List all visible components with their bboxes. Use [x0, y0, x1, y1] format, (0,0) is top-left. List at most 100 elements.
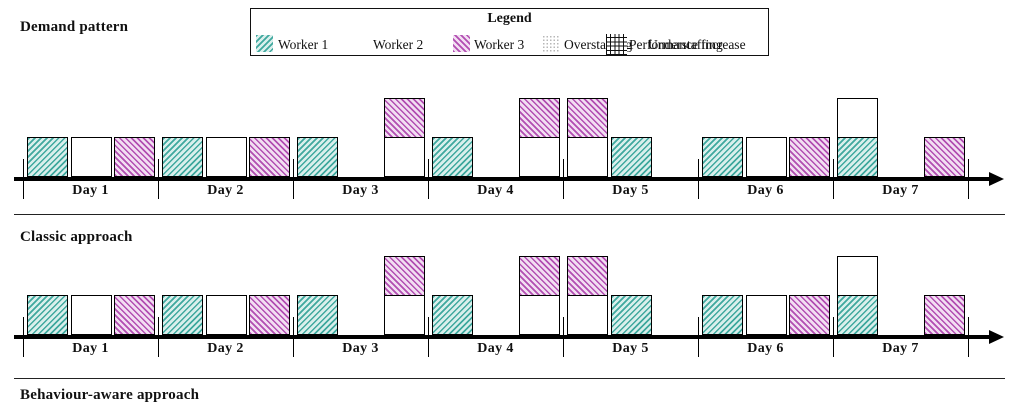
day-boundary-tick	[293, 317, 295, 357]
bar-segment-worker3	[924, 137, 965, 177]
bar-segment-worker2	[519, 137, 560, 177]
bar-segment-worker3	[789, 295, 830, 335]
day-boundary-tick	[563, 317, 565, 357]
bar-segment-worker3	[114, 295, 155, 335]
bar-segment-worker1	[837, 295, 878, 335]
day-label: Day 6	[747, 341, 784, 356]
bar-segment-worker3	[567, 256, 608, 296]
worker-1-swatch-icon	[256, 35, 273, 52]
time-axis-demand-pattern	[14, 177, 991, 181]
bar-segment-worker2	[384, 295, 425, 335]
bar-segment-worker1	[837, 137, 878, 177]
performance-increase-swatch-icon	[606, 34, 627, 55]
schedule-bar-classic-approach	[27, 295, 68, 335]
bar-segment-worker1	[432, 137, 473, 177]
bar-segment-worker2	[70, 137, 112, 177]
bar-segment-worker2	[567, 295, 608, 335]
legend-label-performance-increase: Performance increase	[629, 37, 746, 52]
bar-segment-worker1	[162, 137, 203, 177]
day-label: Day 4	[477, 183, 514, 198]
day-boundary-tick	[563, 159, 565, 199]
bar-segment-worker3	[114, 137, 155, 177]
schedule-bar-demand-pattern	[432, 137, 473, 177]
day-boundary-tick	[428, 159, 430, 199]
day-label: Day 1	[72, 341, 109, 356]
day-boundary-tick	[833, 159, 835, 199]
section-divider	[14, 214, 1005, 215]
day-label: Day 3	[342, 341, 379, 356]
schedule-bar-classic-approach	[789, 295, 830, 335]
axis-arrowhead-icon	[989, 172, 1004, 186]
bar-segment-worker3	[519, 256, 560, 296]
day-label: Day 4	[477, 341, 514, 356]
bar-segment-worker3	[249, 137, 290, 177]
schedule-bar-demand-pattern	[519, 98, 560, 177]
bar-segment-worker2	[70, 295, 112, 335]
bar-segment-worker1	[610, 295, 652, 335]
day-label: Day 7	[882, 341, 919, 356]
day-boundary-tick	[968, 317, 970, 357]
bar-segment-worker1	[702, 295, 743, 335]
day-boundary-tick	[698, 317, 700, 357]
schedule-bar-classic-approach	[249, 295, 290, 335]
legend-label-worker-2: Worker 2	[373, 37, 424, 52]
day-boundary-tick	[158, 317, 160, 357]
bar-segment-worker2	[519, 295, 560, 335]
bar-segment-worker3	[384, 98, 425, 138]
schedule-bar-classic-approach	[162, 295, 203, 335]
bar-segment-worker2	[205, 137, 247, 177]
schedule-bar-demand-pattern	[745, 137, 787, 177]
bar-segment-worker2	[745, 295, 787, 335]
worker-3-swatch-icon	[453, 35, 470, 52]
day-boundary-tick	[698, 159, 700, 199]
bar-segment-worker2	[205, 295, 247, 335]
bar-segment-worker1	[27, 295, 68, 335]
bar-segment-worker2	[745, 137, 787, 177]
schedule-bar-demand-pattern	[249, 137, 290, 177]
bar-segment-worker2	[567, 137, 608, 177]
bar-segment-worker3	[924, 295, 965, 335]
schedule-bar-classic-approach	[114, 295, 155, 335]
day-boundary-tick	[833, 317, 835, 357]
day-label: Day 5	[612, 341, 649, 356]
schedule-bar-demand-pattern	[702, 137, 743, 177]
bar-segment-worker2	[837, 98, 878, 138]
day-label: Day 1	[72, 183, 109, 198]
bar-segment-worker1	[610, 137, 652, 177]
schedule-bar-demand-pattern	[162, 137, 203, 177]
day-label: Day 5	[612, 183, 649, 198]
schedule-bar-demand-pattern	[789, 137, 830, 177]
section-divider	[14, 378, 1005, 379]
legend-title: Legend	[487, 11, 532, 26]
legend-label-worker-1: Worker 1	[278, 37, 329, 52]
day-label: Day 2	[207, 341, 244, 356]
bar-segment-worker1	[27, 137, 68, 177]
bar-segment-worker3	[519, 98, 560, 138]
section-title-demand-pattern: Demand pattern	[20, 19, 129, 35]
day-boundary-tick	[23, 159, 25, 199]
bar-segment-worker1	[162, 295, 203, 335]
day-label: Day 2	[207, 183, 244, 198]
section-title-behaviour-aware-approach: Behaviour-aware approach	[20, 387, 200, 403]
axis-arrowhead-icon	[989, 330, 1004, 344]
legend-label-understaffing: Understaffing	[648, 37, 723, 52]
schedule-bar-demand-pattern	[384, 98, 425, 177]
schedule-bar-demand-pattern	[837, 98, 878, 177]
day-boundary-tick	[23, 317, 25, 357]
schedule-bar-classic-approach	[384, 256, 425, 335]
schedule-bar-demand-pattern	[205, 137, 247, 177]
schedule-bar-demand-pattern	[27, 137, 68, 177]
day-boundary-tick	[293, 159, 295, 199]
schedule-bar-classic-approach	[567, 256, 608, 335]
bar-segment-worker2	[837, 256, 878, 296]
schedule-bar-demand-pattern	[297, 137, 338, 177]
day-boundary-tick	[968, 159, 970, 199]
schedule-bar-classic-approach	[70, 295, 112, 335]
day-boundary-tick	[428, 317, 430, 357]
schedule-bar-classic-approach	[837, 256, 878, 335]
schedule-bar-classic-approach	[610, 295, 652, 335]
bar-segment-worker3	[384, 256, 425, 296]
schedule-bar-classic-approach	[205, 295, 247, 335]
schedule-bar-classic-approach	[519, 256, 560, 335]
